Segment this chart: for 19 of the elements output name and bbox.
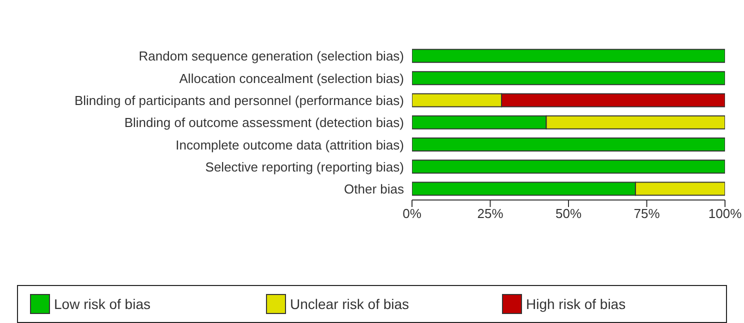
legend-label: Unclear risk of bias <box>290 296 410 312</box>
bar <box>412 138 725 152</box>
bar <box>412 71 725 86</box>
legend-label: High risk of bias <box>526 296 626 312</box>
bar <box>412 48 725 63</box>
x-tick-label: 50% <box>555 206 582 222</box>
y-tick-label: Blinding of participants and personnel (performance bias) <box>74 92 404 108</box>
x-tick-label: 75% <box>634 206 660 222</box>
y-tick-label: Allocation concealment (selection bias) <box>179 70 404 86</box>
legend-label: Low risk of bias <box>54 296 150 312</box>
x-tick-label: 0% <box>402 206 422 222</box>
y-tick-label: Random sequence generation (selection bias) <box>138 48 404 64</box>
y-tick-label: Selective reporting (reporting bias) <box>205 159 404 174</box>
bar <box>412 160 725 174</box>
y-tick-label: Incomplete outcome data (attrition bias) <box>176 137 404 152</box>
x-tick-label: 100% <box>708 206 742 222</box>
x-tick-label: 25% <box>477 206 504 222</box>
y-tick-label: Other bias <box>344 182 404 197</box>
y-tick-label: Blinding of outcome assessment (detection bias) <box>124 115 404 130</box>
